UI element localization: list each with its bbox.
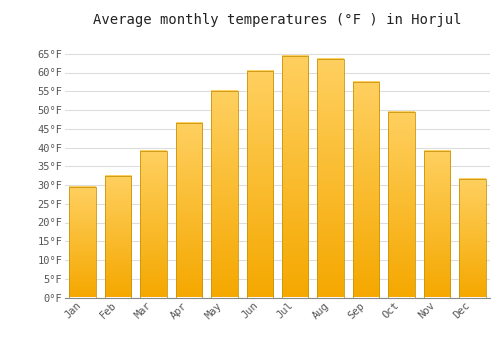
Bar: [70, 187, 96, 298]
Bar: [246, 71, 273, 297]
Bar: [353, 82, 380, 298]
Bar: [105, 176, 132, 298]
Bar: [459, 179, 485, 298]
Bar: [388, 112, 414, 298]
Bar: [176, 123, 202, 298]
Bar: [282, 56, 308, 298]
Bar: [318, 60, 344, 298]
Bar: [424, 151, 450, 298]
Bar: [140, 151, 167, 298]
Title: Average monthly temperatures (°F ) in Horjul: Average monthly temperatures (°F ) in Ho…: [93, 13, 462, 27]
Bar: [211, 91, 238, 298]
